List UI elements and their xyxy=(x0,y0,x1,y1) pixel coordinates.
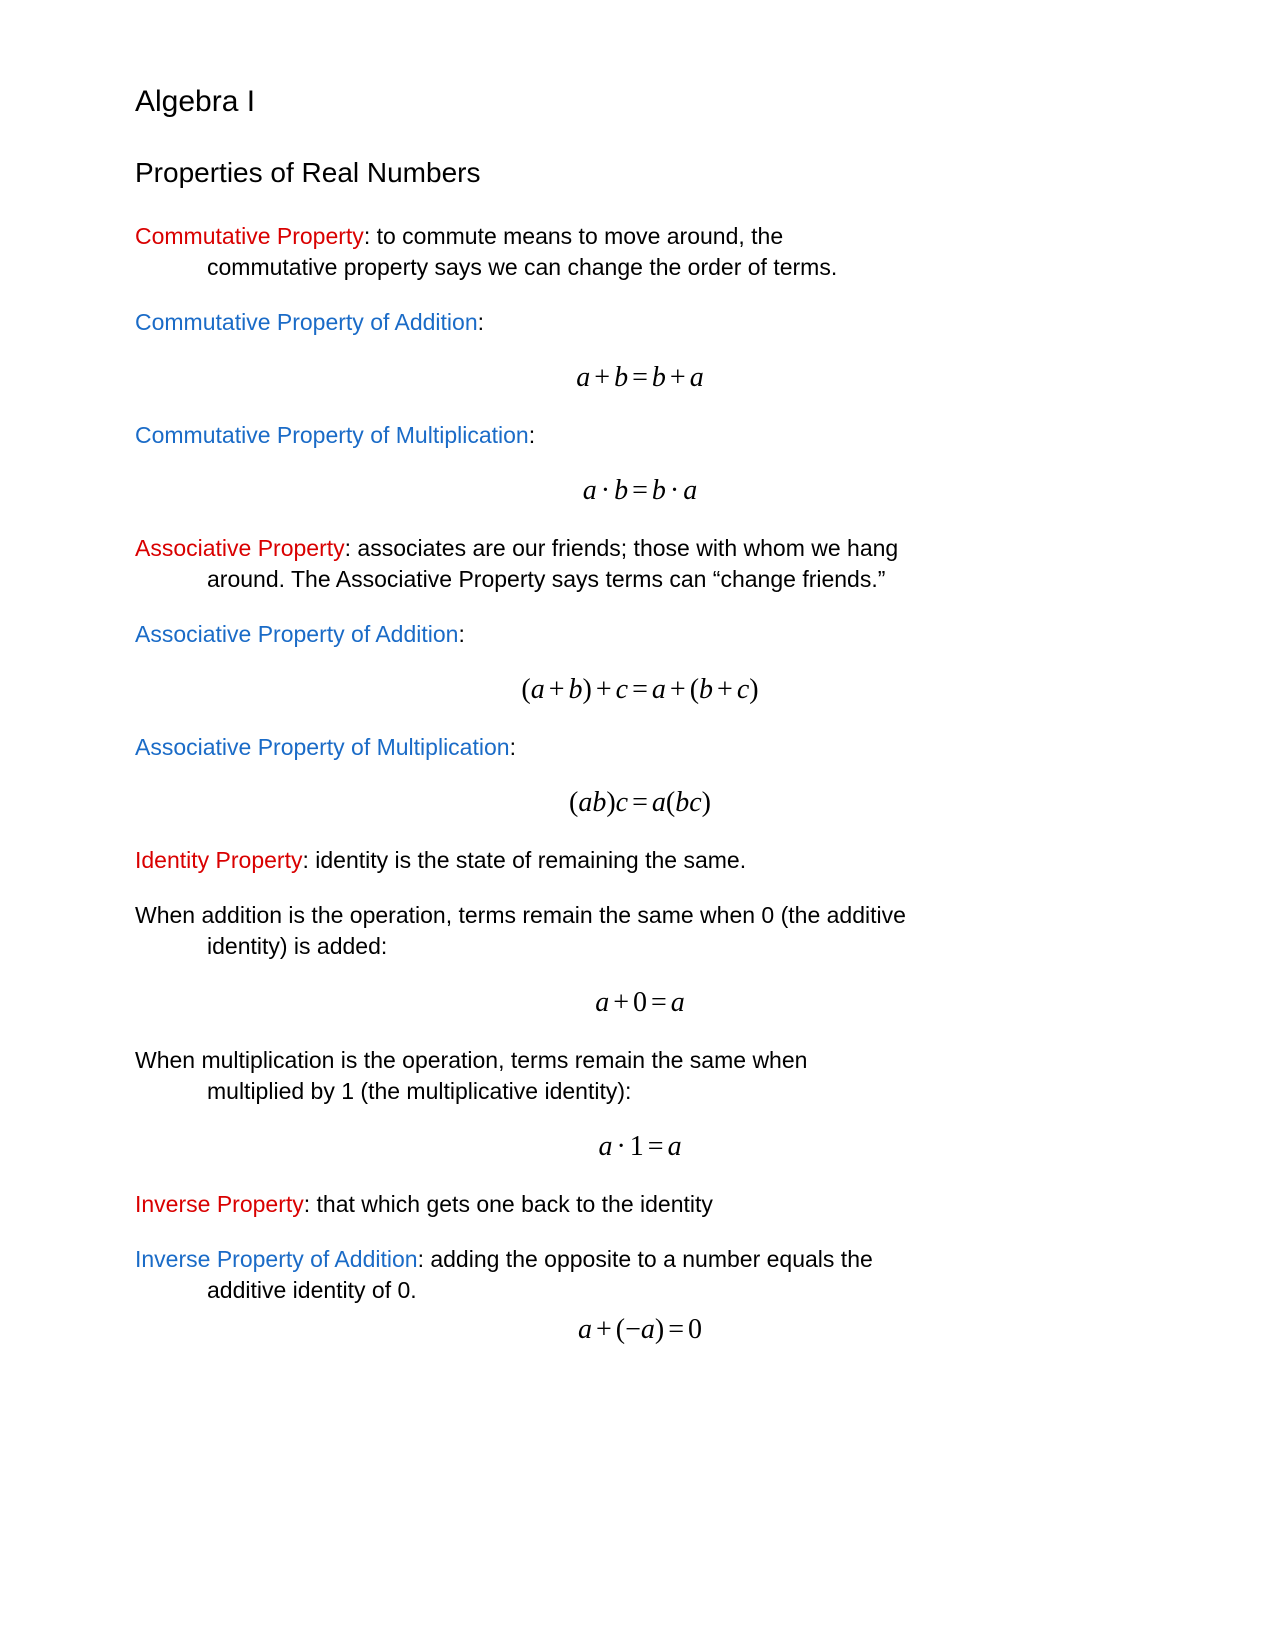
identity-mult-formula: a·1=a xyxy=(135,1131,1145,1163)
associative-mult-heading: Associative Property of Multiplication: xyxy=(135,732,1145,763)
colon: : xyxy=(529,422,535,448)
identity-addition-formula: a+0=a xyxy=(135,987,1145,1019)
inverse-desc: Inverse Property: that which gets one ba… xyxy=(135,1189,1145,1220)
colon: : xyxy=(510,734,516,760)
colon: : xyxy=(478,309,484,335)
commutative-label: Commutative Property xyxy=(135,223,364,249)
identity-desc-first: : identity is the state of remaining the… xyxy=(302,847,746,873)
associative-desc: Associative Property: associates are our… xyxy=(135,533,1145,595)
inverse-addition-cont: additive identity of 0. xyxy=(135,1275,1145,1306)
identity-mult-desc: When multiplication is the operation, te… xyxy=(135,1045,1145,1107)
associative-desc-first: : associates are our friends; those with… xyxy=(345,535,899,561)
inverse-addition-label: Inverse Property of Addition xyxy=(135,1246,418,1272)
identity-mult-first: When multiplication is the operation, te… xyxy=(135,1047,807,1073)
associative-mult-label: Associative Property of Multiplication xyxy=(135,734,510,760)
commutative-addition-label: Commutative Property of Addition xyxy=(135,309,478,335)
commutative-addition-formula: a+b=b+a xyxy=(135,362,1145,394)
identity-addition-cont: identity) is added: xyxy=(135,931,1145,962)
associative-addition-formula: (a+b)+c=a+(b+c) xyxy=(135,674,1145,706)
identity-label: Identity Property xyxy=(135,847,302,873)
inverse-addition-first: : adding the opposite to a number equals… xyxy=(418,1246,873,1272)
identity-addition-desc: When addition is the operation, terms re… xyxy=(135,900,1145,962)
associative-label: Associative Property xyxy=(135,535,345,561)
identity-desc: Identity Property: identity is the state… xyxy=(135,845,1145,876)
identity-addition-first: When addition is the operation, terms re… xyxy=(135,902,906,928)
commutative-addition-heading: Commutative Property of Addition: xyxy=(135,307,1145,338)
associative-addition-label: Associative Property of Addition xyxy=(135,621,458,647)
commutative-mult-label: Commutative Property of Multiplication xyxy=(135,422,529,448)
page-subtitle: Properties of Real Numbers xyxy=(135,157,1145,189)
commutative-desc-cont: commutative property says we can change … xyxy=(135,252,1145,283)
commutative-desc: Commutative Property: to commute means t… xyxy=(135,221,1145,283)
inverse-desc-first: : that which gets one back to the identi… xyxy=(304,1191,713,1217)
inverse-label: Inverse Property xyxy=(135,1191,304,1217)
colon: : xyxy=(458,621,464,647)
commutative-desc-first: : to commute means to move around, the xyxy=(364,223,783,249)
inverse-addition-desc: Inverse Property of Addition: adding the… xyxy=(135,1244,1145,1306)
associative-addition-heading: Associative Property of Addition: xyxy=(135,619,1145,650)
commutative-mult-formula: a·b=b·a xyxy=(135,475,1145,507)
inverse-addition-formula: a+(−a)=0 xyxy=(135,1314,1145,1346)
identity-mult-cont: multiplied by 1 (the multiplicative iden… xyxy=(135,1076,1145,1107)
associative-mult-formula: (ab)c=a(bc) xyxy=(135,787,1145,819)
page-title: Algebra I xyxy=(135,85,1145,119)
commutative-mult-heading: Commutative Property of Multiplication: xyxy=(135,420,1145,451)
associative-desc-cont: around. The Associative Property says te… xyxy=(135,564,1145,595)
